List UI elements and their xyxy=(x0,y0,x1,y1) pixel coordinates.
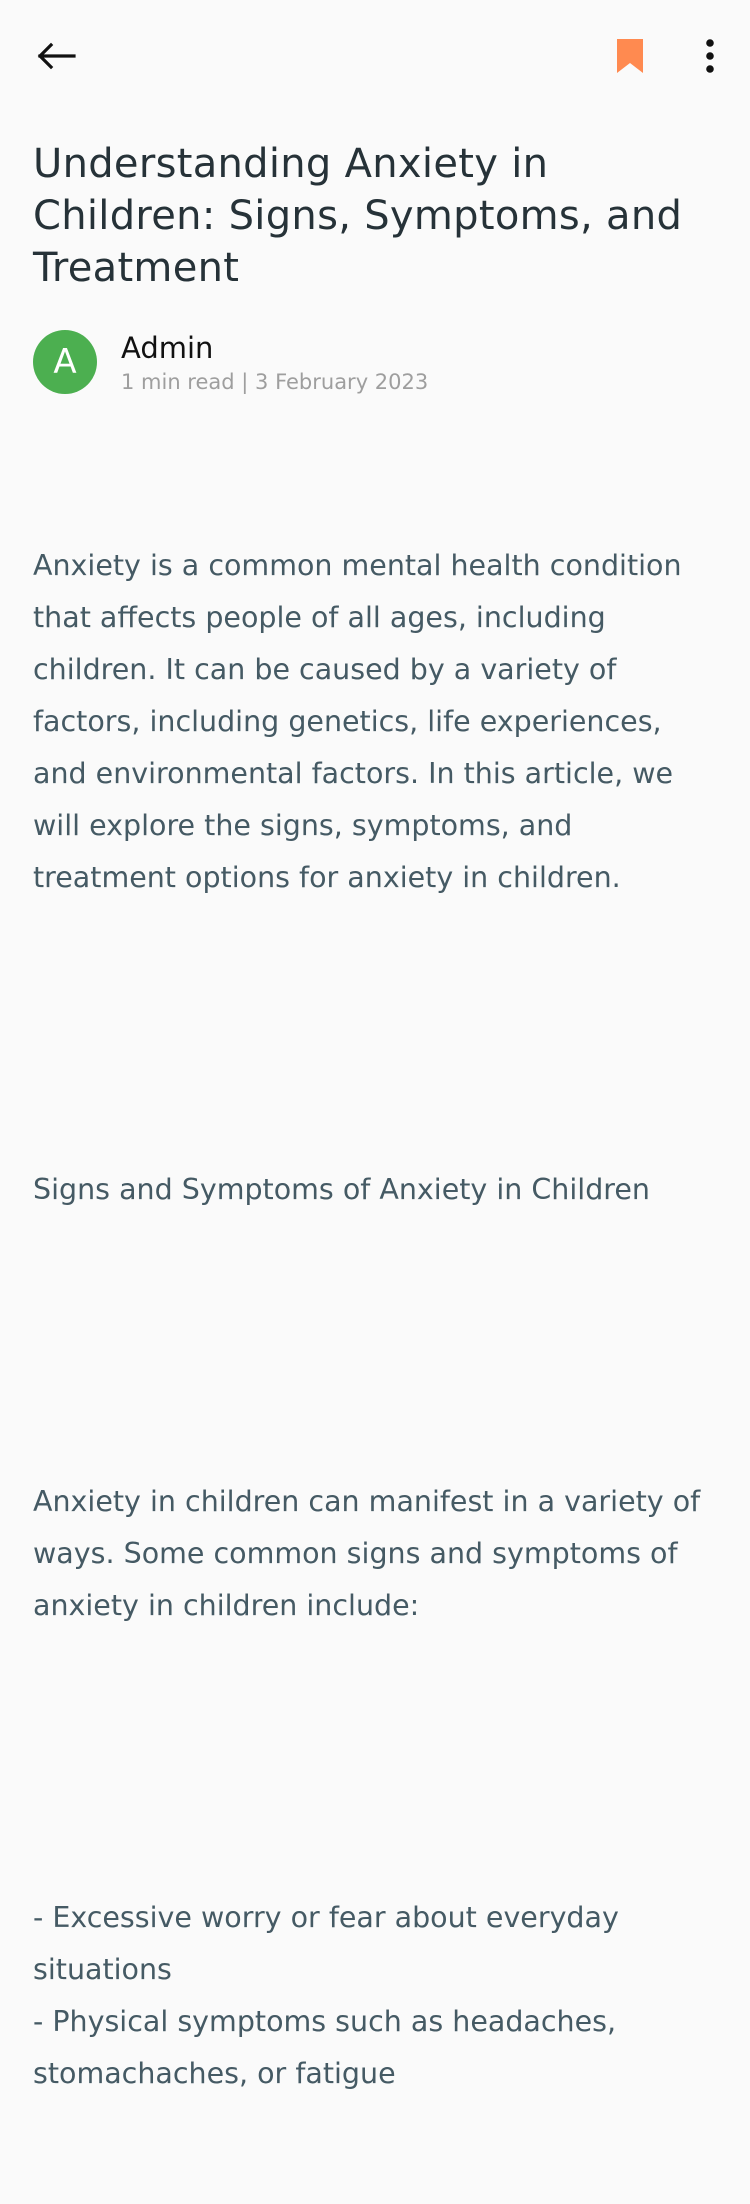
article-meta: 1 min read | 3 February 2023 xyxy=(121,370,429,394)
article-paragraph: Anxiety in children can manifest in a va… xyxy=(33,1485,710,1622)
app-bar xyxy=(0,0,750,112)
article-spacer xyxy=(33,1008,723,1060)
more-vertical-icon xyxy=(706,39,714,73)
article-subheading: Signs and Symptoms of Anxiety in Childre… xyxy=(33,1173,650,1206)
more-options-button[interactable] xyxy=(684,28,736,84)
back-button[interactable] xyxy=(20,28,92,84)
author-name[interactable]: Admin xyxy=(121,331,214,365)
article-body: Anxiety is a common mental health condit… xyxy=(33,436,723,2204)
bookmark-button[interactable] xyxy=(600,28,660,84)
avatar[interactable]: A xyxy=(33,330,97,394)
article-title: Understanding Anxiety in Children: Signs… xyxy=(33,141,683,291)
symptom-list: - Excessive worry or fear about everyday… xyxy=(33,1901,619,2090)
author-info: A Admin 1 min read | 3 February 2023 xyxy=(33,330,723,398)
arrow-left-icon xyxy=(37,42,76,70)
article-spacer xyxy=(33,1320,723,1372)
article-spacer xyxy=(33,1736,723,1788)
article-paragraph: Anxiety is a common mental health condit… xyxy=(33,549,691,894)
bookmark-icon xyxy=(617,39,643,73)
article-content: Understanding Anxiety in Children: Signs… xyxy=(33,138,723,2204)
